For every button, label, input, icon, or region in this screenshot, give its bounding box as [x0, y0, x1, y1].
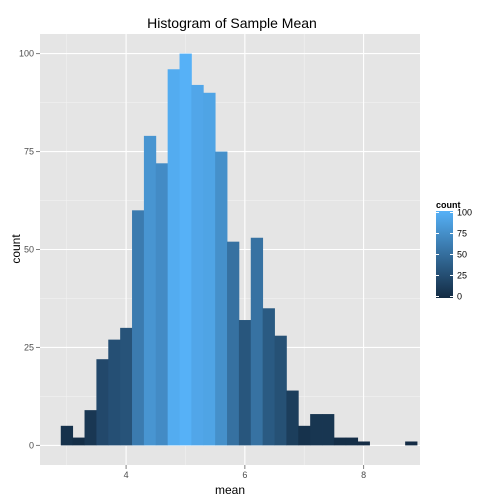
- histogram-bar: [167, 69, 180, 446]
- histogram-bar: [333, 437, 347, 446]
- histogram-bar: [84, 410, 97, 446]
- histogram-bar: [357, 441, 370, 446]
- y-tick-label: 50: [24, 245, 34, 255]
- legend-label: 75: [457, 229, 467, 239]
- histogram-bar: [215, 151, 228, 446]
- x-axis-ticks: 4 6 8: [124, 465, 366, 480]
- histogram-bar: [286, 390, 299, 446]
- y-axis-ticks: 0 25 50 75 100: [19, 49, 40, 450]
- x-axis-title: mean: [215, 483, 245, 497]
- legend-colorbar: [436, 211, 453, 298]
- histogram-bar: [143, 135, 157, 446]
- histogram-bar: [179, 53, 192, 446]
- histogram-bar: [96, 359, 109, 446]
- histogram-bar: [274, 335, 287, 446]
- legend-label: 50: [457, 250, 467, 260]
- x-tick-label: 8: [361, 470, 366, 480]
- histogram-bar: [227, 241, 240, 446]
- histogram-bar: [250, 237, 264, 446]
- legend-ticks: 100 75 50 25 0: [436, 208, 472, 302]
- histogram-bar: [322, 414, 335, 446]
- legend-label: 25: [457, 271, 467, 281]
- histogram-bars: [60, 53, 418, 446]
- histogram-bar: [203, 92, 216, 446]
- histogram-bar: [60, 425, 74, 446]
- histogram-bar: [238, 320, 252, 446]
- y-tick-label: 75: [24, 147, 34, 157]
- legend-label: 100: [457, 208, 472, 218]
- histogram-bar: [132, 210, 145, 446]
- x-tick-label: 4: [124, 470, 129, 480]
- y-tick-label: 100: [19, 49, 34, 59]
- color-legend: count 100 75 50 25 0: [436, 200, 472, 302]
- histogram-bar: [345, 437, 359, 446]
- histogram-bar: [405, 441, 418, 446]
- legend-title: count: [436, 200, 461, 210]
- histogram-bar: [108, 339, 121, 446]
- histogram-bar: [191, 84, 204, 446]
- x-tick-label: 6: [242, 470, 247, 480]
- y-axis-title: count: [9, 234, 23, 264]
- histogram-bar: [298, 425, 311, 446]
- y-tick-label: 25: [24, 342, 34, 352]
- y-tick-label: 0: [29, 440, 34, 450]
- histogram-bar: [72, 437, 85, 446]
- chart-title: Histogram of Sample Mean: [147, 15, 317, 31]
- legend-label: 0: [457, 292, 462, 302]
- histogram-bar: [262, 308, 275, 446]
- histogram-bar: [120, 327, 133, 446]
- histogram-bar: [155, 163, 169, 446]
- histogram-bar: [310, 414, 323, 446]
